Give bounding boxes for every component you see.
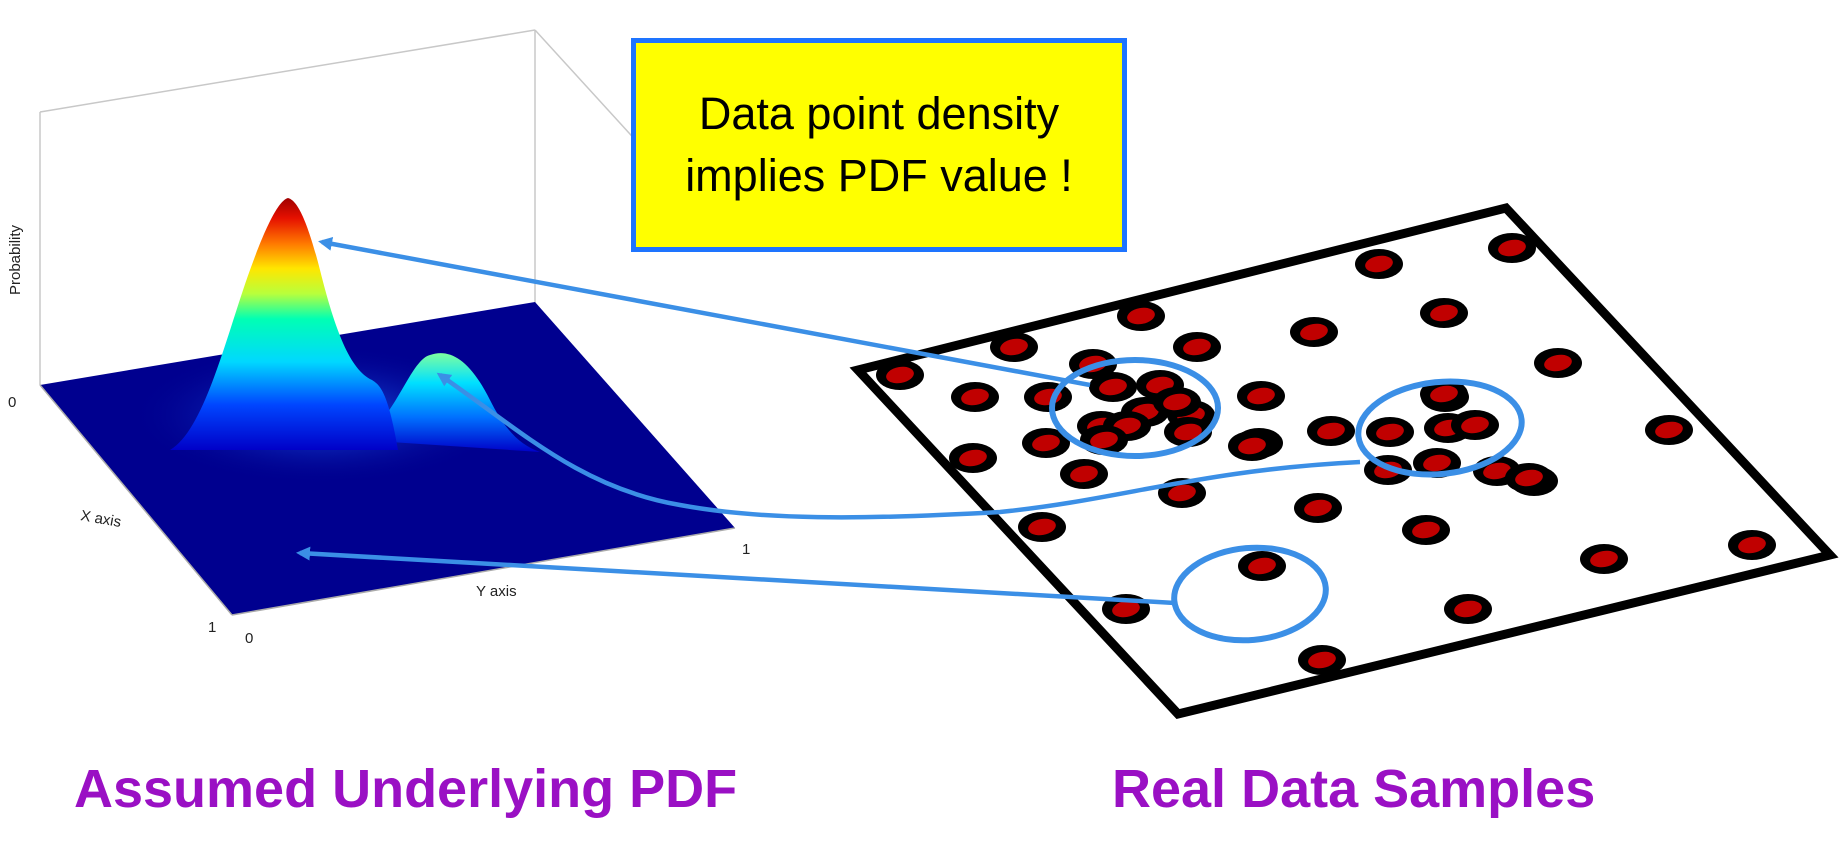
caption-assumed-pdf: Assumed Underlying PDF [74,759,738,819]
cluster-highlights [1049,357,1525,644]
pdf-main-peak [170,198,398,450]
plot3d-axes [39,384,736,616]
cluster-circle-dense [1049,357,1221,459]
tick-z-0: 0 [8,394,16,411]
arrow-dense-to-peak [318,236,1091,388]
sample-dot-core [1238,437,1266,455]
callout-line-2: implies PDF value ! [685,150,1073,201]
sample-dots [876,233,1776,675]
sample-dot-core [1430,304,1458,322]
sample-dot-core [1112,600,1140,618]
sample-dot-core [1032,434,1060,452]
density-callout-box: Data point density implies PDF value ! [631,38,1127,252]
sample-dot-core [1168,484,1196,502]
sample-dot-core [1308,651,1336,669]
tick-y-0: 0 [245,630,253,647]
sample-dot-core [1304,499,1332,517]
sample-dot-core [1317,422,1345,440]
sample-dot-core [1376,423,1404,441]
plot3d-box [39,29,641,385]
axis-label-x: X axis [79,507,122,531]
caption-real-samples: Real Data Samples [1112,759,1596,819]
sample-dot-core [1028,518,1056,536]
sample-dot-core [1090,431,1118,449]
sample-dot-core [959,449,987,467]
cluster-circle-medium [1355,378,1525,478]
sample-dot-core [1070,465,1098,483]
sample-dot-core [1544,354,1572,372]
sample-dot-core [1483,462,1511,480]
sample-dot-core [1127,307,1155,325]
cluster-circle-sparse [1171,544,1329,644]
sample-dot-core [1738,536,1766,554]
sample-dot-core [1412,521,1440,539]
arrow-medium-to-small-peak [436,372,1361,520]
arrow-sparse-to-base [296,546,1176,606]
sample-dot-core [1247,387,1275,405]
sample-dot-core [1430,385,1458,403]
sample-dot-core [1000,338,1028,356]
axis-label-y: Y axis [476,583,517,600]
sample-dot-core [1300,323,1328,341]
sample-dot-core [1498,239,1526,257]
sample-dot-core [1454,600,1482,618]
sample-dot-core [1590,550,1618,568]
tick-x-1: 1 [208,619,216,636]
sample-dot-core [1248,557,1276,575]
sample-dot-core [1163,393,1191,411]
sample-dot-core [1183,338,1211,356]
tick-y-1: 1 [742,541,750,558]
sample-dot-core [961,388,989,406]
sample-dot-core [1423,454,1451,472]
sample-dot-core [886,366,914,384]
sample-dot-core [1365,255,1393,273]
sample-dot-core [1461,416,1489,434]
sample-dot-core [1174,423,1202,441]
pdf-small-peak [360,353,540,452]
sample-dot-core [1655,421,1683,439]
callout-line-1: Data point density [698,88,1060,139]
sample-dot-core [1099,378,1127,396]
axis-label-probability: Probability [7,224,24,295]
mapping-arrows [296,236,1361,606]
sample-dot-core [1515,469,1543,487]
